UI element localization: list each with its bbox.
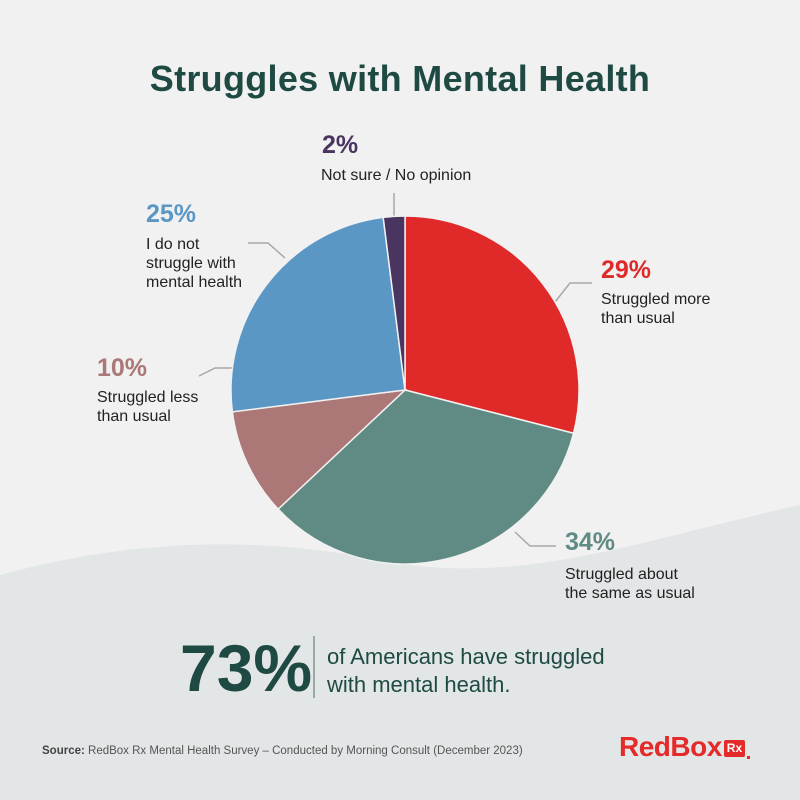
leader-line-same	[514, 531, 556, 547]
pie-slice-no-struggle	[230, 216, 406, 413]
redbox-logo: RedBox Rx	[619, 731, 751, 763]
stat-text: of Americans have struggled with mental …	[327, 644, 605, 697]
pie-slice-more	[404, 215, 580, 435]
stat-divider	[313, 636, 315, 698]
leader-line-no-struggle	[248, 242, 286, 259]
logo-badge: Rx	[723, 739, 746, 757]
pct-label-same: 34%	[565, 528, 616, 556]
pct-label-no-struggle: 25%	[146, 200, 197, 228]
leader-line-less	[198, 367, 233, 377]
pie-slice-not-sure	[382, 215, 406, 391]
logo-dot	[747, 755, 751, 759]
desc-label-not-sure: Not sure / No opinion	[321, 167, 472, 184]
pie-slice-same	[277, 389, 575, 565]
source-label: Source:	[42, 745, 85, 757]
pie-slice-less	[231, 388, 408, 511]
desc-label-same: Struggled about the same as usual	[565, 566, 695, 602]
stat-number: 73%	[180, 631, 313, 705]
chart-title: Struggles with Mental Health	[149, 58, 651, 99]
desc-label-less: Struggled less than usual	[97, 389, 199, 425]
pie-slices	[230, 215, 580, 565]
pct-label-not-sure: 2%	[322, 131, 359, 159]
logo-text: RedBox	[619, 731, 722, 762]
source-text: RedBox Rx Mental Health Survey – Conduct…	[84, 745, 523, 757]
leader-lines	[198, 193, 592, 547]
leader-line-more	[554, 282, 592, 303]
source-note: Source: RedBox Rx Mental Health Survey –…	[42, 745, 523, 757]
pct-label-more: 29%	[601, 256, 652, 284]
desc-label-no-struggle: I do not struggle with mental health	[146, 236, 243, 291]
desc-label-more: Struggled more than usual	[601, 291, 711, 327]
pct-label-less: 10%	[97, 354, 148, 382]
